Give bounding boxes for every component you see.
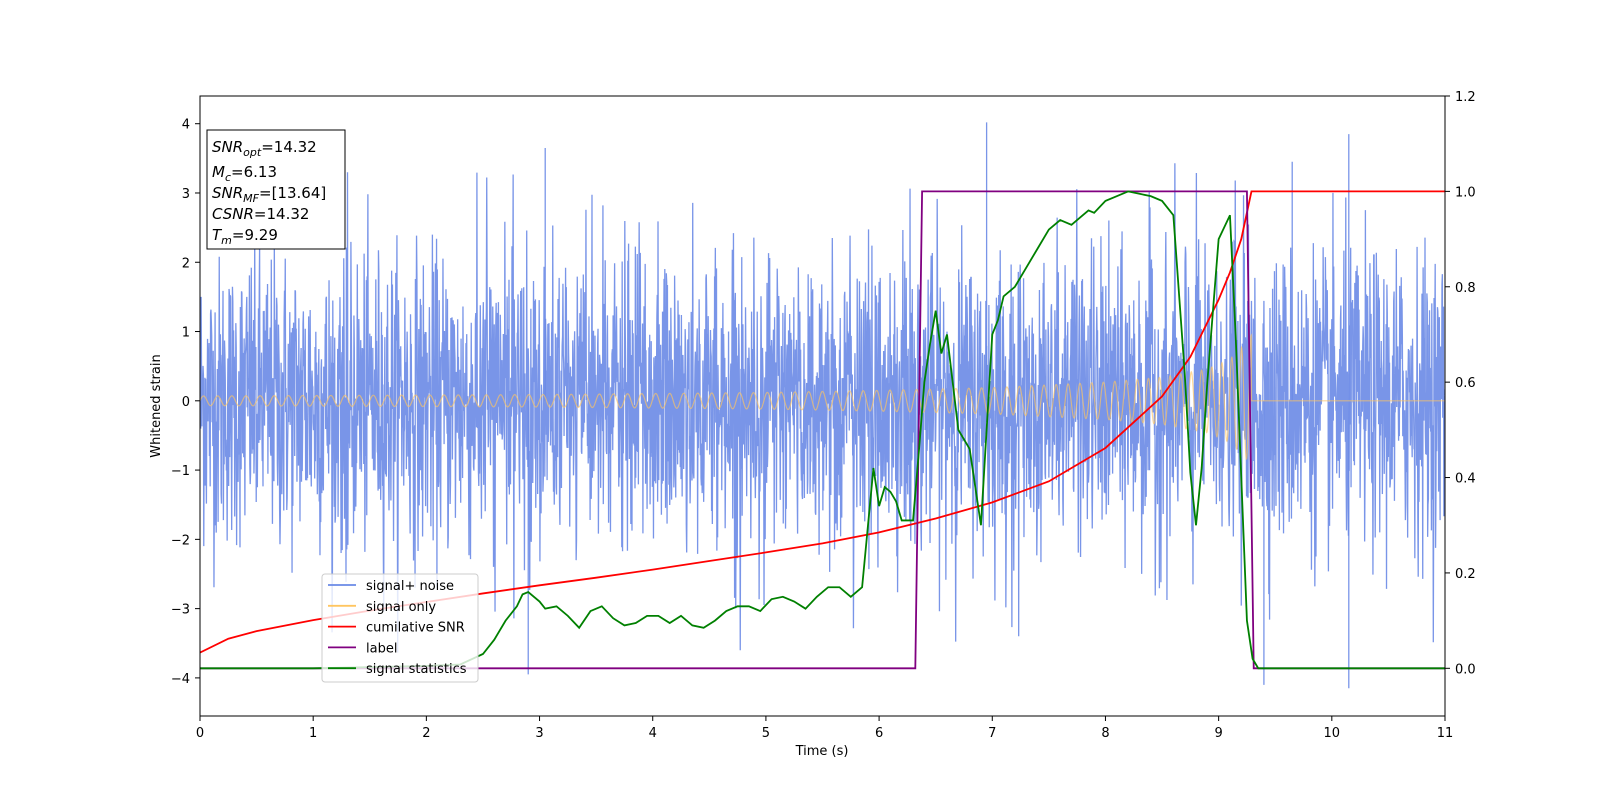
x-tick-label: 10: [1324, 726, 1341, 741]
y-right-tick-label: 0.6: [1455, 376, 1476, 391]
legend: signal+ noise signal only cumilative SNR la…: [321, 573, 479, 683]
y-left-tick-label: 0: [182, 395, 190, 410]
x-tick-label: 7: [988, 726, 996, 741]
legend-label: signal statistics: [366, 662, 467, 677]
right-y-axis: 0.0 0.2 0.4 0.6 0.8 1.0 1.2: [1445, 90, 1476, 677]
legend-label: signal only: [366, 600, 436, 615]
info-box-row: Mc=6.13: [212, 163, 277, 184]
x-tick-label: 3: [535, 726, 543, 741]
series-signal-statistics: [200, 190, 1445, 670]
plot-frame: [199, 95, 1446, 717]
info-box-row: SNRMF=[13.64]: [212, 184, 326, 205]
y-right-tick-label: 0.8: [1455, 281, 1476, 296]
legend-label: label: [366, 641, 397, 656]
y-left-tick-label: 2: [182, 256, 190, 271]
x-axis: 0 1 2 3 4 5 6 7 8 9 10 11: [196, 716, 1453, 741]
y-axis-label: Whitened strain: [149, 354, 164, 457]
x-tick-label: 6: [875, 726, 883, 741]
legend-label: cumilative SNR: [366, 621, 465, 636]
x-tick-label: 2: [422, 726, 430, 741]
y-right-tick-label: 1.0: [1455, 185, 1476, 200]
y-right-tick-label: 0.0: [1455, 662, 1476, 677]
info-box-frame: [206, 129, 346, 250]
y-left-tick-label: −4: [171, 672, 190, 687]
y-left-tick-label: −2: [171, 533, 190, 548]
info-box-row: Tm=9.29: [212, 226, 278, 247]
x-tick-label: 11: [1437, 726, 1454, 741]
y-left-tick-label: −1: [171, 464, 190, 479]
y-left-tick-label: −3: [171, 603, 190, 618]
y-right-tick-label: 0.4: [1455, 472, 1476, 487]
x-tick-label: 9: [1214, 726, 1222, 741]
x-tick-label: 4: [649, 726, 657, 741]
info-box: SNRopt=14.32 Mc=6.13SNRMF=[13.64]CSNR=14.…: [206, 129, 346, 250]
x-tick-label: 8: [1101, 726, 1109, 741]
info-box-row: CSNR=14.32: [212, 205, 309, 223]
legend-label: signal+ noise: [366, 579, 454, 594]
plot-area: [200, 122, 1445, 689]
legend-frame: [321, 573, 479, 683]
y-left-tick-label: 4: [182, 118, 190, 133]
y-right-tick-label: 1.2: [1455, 90, 1476, 105]
y-left-tick-label: 3: [182, 187, 190, 202]
x-tick-label: 5: [762, 726, 770, 741]
y-right-tick-label: 0.2: [1455, 567, 1476, 582]
x-tick-label: 1: [309, 726, 317, 741]
x-tick-label: 0: [196, 726, 204, 741]
series-signal-noise: [200, 163, 1445, 653]
left-y-axis: −4 −3 −2 −1 0 1 2 3 4: [171, 118, 200, 687]
series-signal-only: [200, 333, 1445, 460]
x-axis-label: Time (s): [795, 744, 849, 759]
info-box-row: SNRopt=14.32: [212, 138, 317, 159]
y-left-tick-label: 1: [182, 326, 190, 341]
